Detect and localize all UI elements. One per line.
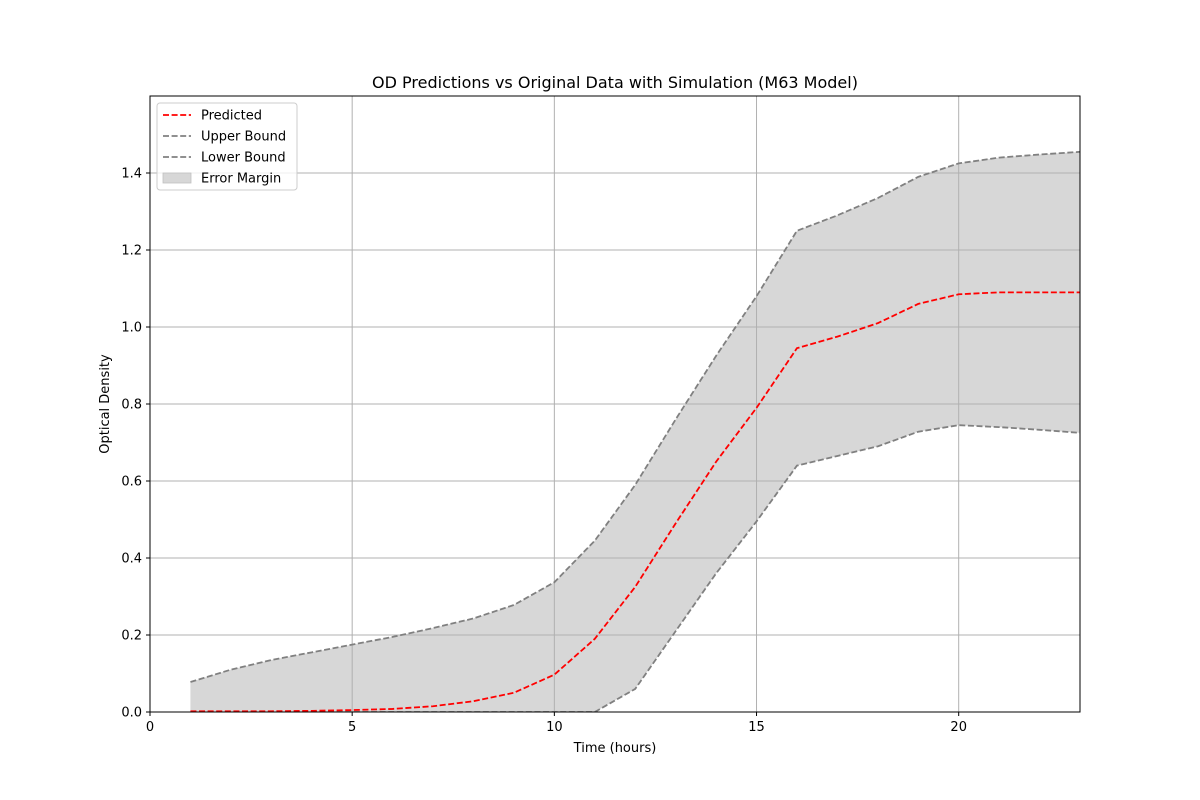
- y-tick-label: 1.2: [121, 244, 142, 259]
- error-margin-layer: [190, 151, 1080, 712]
- error-margin-area: [190, 151, 1080, 712]
- x-tick-label: 0: [146, 720, 154, 735]
- y-tick-label: 0.6: [121, 475, 142, 490]
- legend-swatch-error-margin: [162, 172, 192, 184]
- y-tick-label: 0.4: [121, 552, 142, 567]
- y-tick-label: 0.0: [121, 706, 142, 721]
- legend-label-lower-bound: Lower Bound: [201, 151, 286, 166]
- legend-frame: [156, 102, 298, 191]
- x-tick-label: 10: [546, 720, 563, 735]
- x-tick-label: 5: [348, 720, 356, 735]
- series-line-predicted: [190, 291, 1080, 712]
- y-axis-title: Optical Density: [98, 354, 113, 454]
- y-tick-label: 1.4: [121, 167, 142, 182]
- chart-title: OD Predictions vs Original Data with Sim…: [372, 73, 858, 92]
- series-layer: [190, 150, 1080, 712]
- x-tick-label: 15: [748, 720, 765, 735]
- y-tick-label: 1.0: [121, 321, 142, 336]
- legend-label-upper-bound: Upper Bound: [201, 130, 286, 145]
- tick-layer: 0 5 10 15 20 0.0 0.2 0.4 0.6 0.8 1.0 1.2 1.4: [121, 167, 967, 736]
- legend-label-error-margin: Error Margin: [201, 172, 281, 187]
- grid-layer: [149, 96, 1080, 713]
- y-tick-label: 0.8: [121, 398, 142, 413]
- legend: Predicted Upper Bound Lower Bound Error Mar…: [156, 102, 298, 191]
- series-line-lower-bound: [190, 424, 1080, 712]
- x-tick-label: 20: [950, 720, 967, 735]
- legend-label-predicted: Predicted: [201, 109, 262, 124]
- x-axis-title: Time (hours): [573, 741, 657, 756]
- y-tick-label: 0.2: [121, 629, 142, 644]
